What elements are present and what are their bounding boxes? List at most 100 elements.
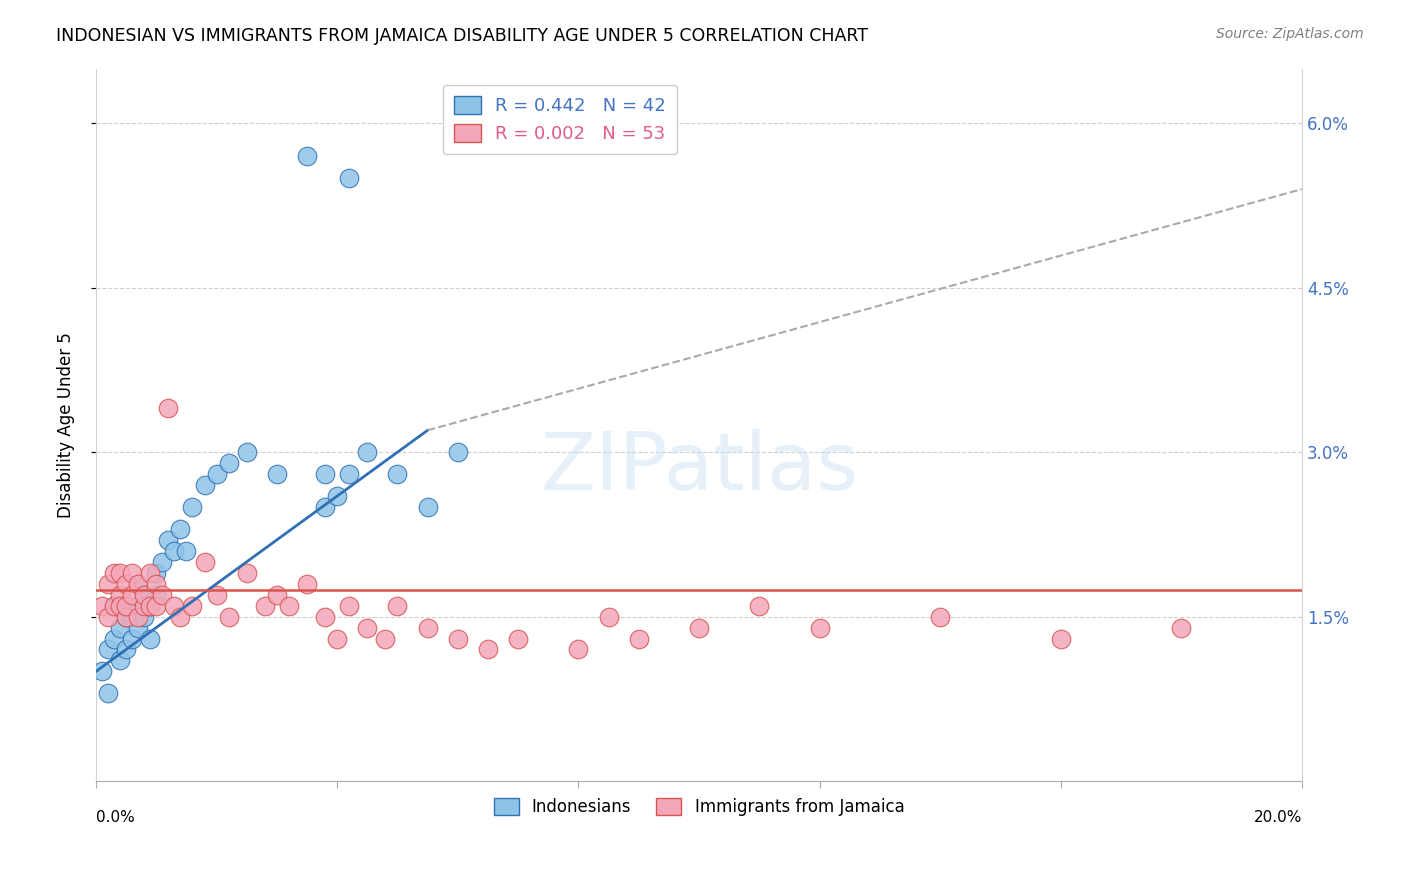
- Point: [134, 609, 156, 624]
- Point: [115, 576, 138, 591]
- Point: [150, 555, 173, 569]
- Point: [121, 632, 143, 646]
- Point: [103, 599, 125, 613]
- Point: [356, 621, 378, 635]
- Legend: Indonesians, Immigrants from Jamaica: Indonesians, Immigrants from Jamaica: [486, 791, 911, 822]
- Point: [193, 478, 215, 492]
- Point: [139, 632, 162, 646]
- Point: [374, 632, 396, 646]
- Point: [127, 609, 149, 624]
- Point: [150, 588, 173, 602]
- Point: [1170, 621, 1192, 635]
- Point: [416, 500, 439, 514]
- Point: [169, 522, 191, 536]
- Point: [506, 632, 529, 646]
- Y-axis label: Disability Age Under 5: Disability Age Under 5: [58, 332, 75, 517]
- Point: [115, 609, 138, 624]
- Point: [236, 566, 259, 580]
- Point: [121, 588, 143, 602]
- Point: [627, 632, 650, 646]
- Point: [108, 588, 131, 602]
- Point: [115, 642, 138, 657]
- Point: [134, 588, 156, 602]
- Point: [127, 576, 149, 591]
- Point: [115, 599, 138, 613]
- Point: [145, 588, 167, 602]
- Point: [295, 149, 318, 163]
- Point: [314, 500, 336, 514]
- Point: [139, 566, 162, 580]
- Point: [139, 599, 162, 613]
- Point: [266, 467, 288, 481]
- Point: [97, 576, 120, 591]
- Point: [253, 599, 276, 613]
- Point: [108, 653, 131, 667]
- Point: [477, 642, 499, 657]
- Point: [181, 599, 204, 613]
- Point: [387, 599, 409, 613]
- Point: [808, 621, 831, 635]
- Text: 0.0%: 0.0%: [96, 810, 135, 824]
- Point: [134, 588, 156, 602]
- Point: [337, 171, 360, 186]
- Point: [314, 609, 336, 624]
- Point: [337, 467, 360, 481]
- Point: [97, 686, 120, 700]
- Point: [356, 445, 378, 459]
- Text: INDONESIAN VS IMMIGRANTS FROM JAMAICA DISABILITY AGE UNDER 5 CORRELATION CHART: INDONESIAN VS IMMIGRANTS FROM JAMAICA DI…: [56, 27, 869, 45]
- Text: Source: ZipAtlas.com: Source: ZipAtlas.com: [1216, 27, 1364, 41]
- Point: [193, 555, 215, 569]
- Point: [145, 576, 167, 591]
- Point: [387, 467, 409, 481]
- Point: [127, 599, 149, 613]
- Point: [218, 456, 240, 470]
- Point: [181, 500, 204, 514]
- Point: [598, 609, 620, 624]
- Point: [108, 621, 131, 635]
- Point: [91, 599, 114, 613]
- Point: [127, 621, 149, 635]
- Point: [108, 599, 131, 613]
- Point: [326, 632, 349, 646]
- Point: [688, 621, 710, 635]
- Point: [97, 609, 120, 624]
- Text: 20.0%: 20.0%: [1254, 810, 1302, 824]
- Point: [416, 621, 439, 635]
- Point: [176, 544, 198, 558]
- Point: [929, 609, 952, 624]
- Point: [205, 588, 228, 602]
- Point: [145, 599, 167, 613]
- Point: [103, 566, 125, 580]
- Point: [567, 642, 589, 657]
- Point: [266, 588, 288, 602]
- Point: [163, 544, 186, 558]
- Point: [103, 599, 125, 613]
- Point: [121, 609, 143, 624]
- Point: [115, 599, 138, 613]
- Point: [145, 566, 167, 580]
- Point: [169, 609, 191, 624]
- Point: [314, 467, 336, 481]
- Point: [278, 599, 301, 613]
- Point: [326, 489, 349, 503]
- Point: [337, 599, 360, 613]
- Point: [1049, 632, 1071, 646]
- Point: [127, 576, 149, 591]
- Point: [134, 599, 156, 613]
- Point: [748, 599, 770, 613]
- Point: [139, 599, 162, 613]
- Point: [91, 665, 114, 679]
- Point: [447, 632, 470, 646]
- Point: [157, 533, 180, 547]
- Point: [205, 467, 228, 481]
- Point: [108, 566, 131, 580]
- Point: [157, 401, 180, 416]
- Point: [121, 566, 143, 580]
- Point: [447, 445, 470, 459]
- Point: [236, 445, 259, 459]
- Point: [218, 609, 240, 624]
- Point: [103, 632, 125, 646]
- Point: [295, 576, 318, 591]
- Point: [163, 599, 186, 613]
- Point: [115, 609, 138, 624]
